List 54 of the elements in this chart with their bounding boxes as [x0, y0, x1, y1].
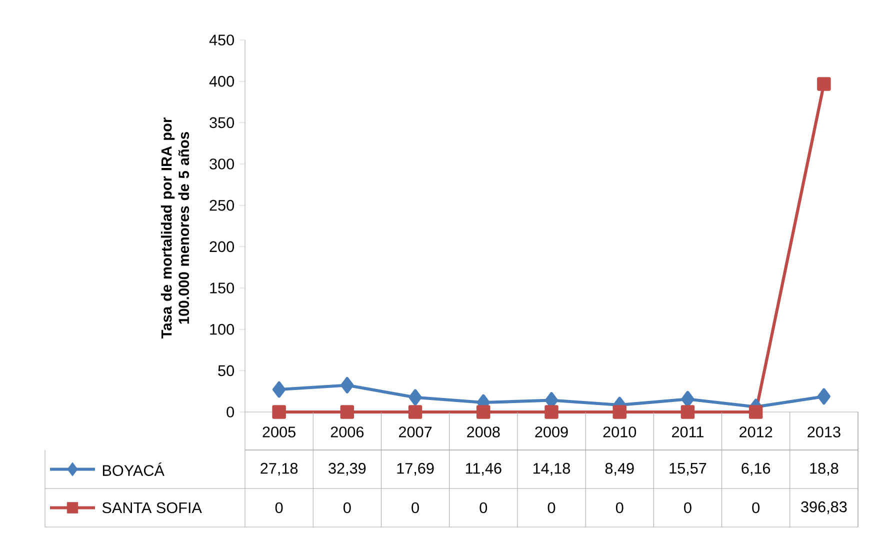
data-label: 0 [412, 502, 419, 514]
y-tick-label: 150 [210, 282, 234, 294]
point [340, 377, 354, 394]
data-label: 14,18 [533, 462, 570, 476]
y-tick-label: 400 [209, 76, 234, 87]
point [408, 389, 422, 406]
data-label: 8,49 [605, 462, 634, 476]
y-tick-label: 250 [210, 200, 234, 211]
x-tick-label: 2005 [262, 426, 296, 438]
point [272, 405, 286, 419]
point [680, 405, 695, 419]
data-label: 0 [752, 502, 760, 514]
point [544, 405, 558, 419]
data-label: 0 [344, 502, 351, 514]
y-tick-label: 450 [209, 34, 234, 46]
x-tick-label: 2009 [535, 426, 568, 438]
point [272, 381, 286, 398]
point [681, 390, 694, 408]
point [612, 405, 626, 419]
legend-label: SANTA SOFIA [102, 502, 202, 514]
data-label: 0 [684, 502, 692, 514]
data-label: 32,39 [328, 462, 366, 476]
x-tick-label: 2008 [467, 426, 500, 438]
data-label: 27,18 [260, 462, 298, 476]
point [476, 405, 490, 419]
data-label: 15,57 [670, 463, 706, 476]
data-label: 0 [275, 502, 283, 514]
point [748, 405, 763, 419]
x-tick-label: 2011 [672, 426, 704, 438]
data-label: 0 [548, 502, 556, 514]
data-label: 11,46 [466, 462, 502, 476]
y-tick-label: 0 [226, 406, 234, 418]
data-label: 6,16 [742, 462, 770, 476]
data-label: 18,8 [810, 462, 838, 476]
y-tick-label: 300 [210, 158, 234, 170]
x-tick-label: 2006 [330, 426, 364, 438]
x-tick-label: 2013 [808, 426, 840, 438]
point [340, 405, 354, 419]
data-label: 17,69 [397, 462, 434, 476]
y-tick-label: 350 [210, 117, 234, 128]
y-tick-label: 50 [218, 365, 234, 376]
point [408, 405, 422, 419]
data-label: 396,83 [801, 501, 847, 514]
data-label: 0 [480, 502, 488, 514]
point [817, 388, 830, 405]
x-tick-label: 2007 [399, 426, 432, 438]
x-tick-label: 2010 [603, 426, 636, 438]
data-label: 0 [616, 502, 624, 514]
y-tick-label: 100 [210, 324, 234, 335]
y-axis-title: Tasa de mortalidad por IRA por 100.000 menores de 5 años [160, 118, 190, 339]
y-tick-label: 200 [210, 241, 234, 252]
legend-label: BOYACÁ [102, 462, 164, 476]
x-tick-label: 2012 [740, 426, 772, 438]
point [817, 77, 831, 91]
